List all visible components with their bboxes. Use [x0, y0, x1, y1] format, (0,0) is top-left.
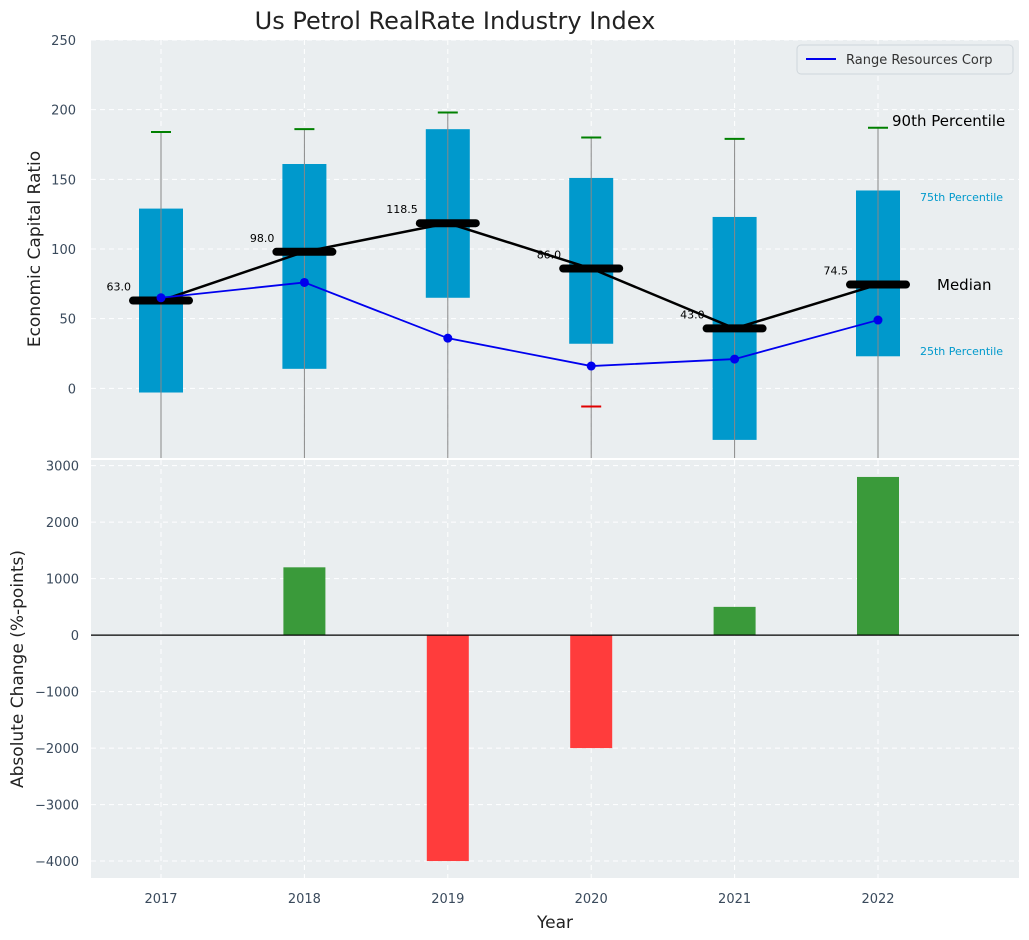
median-label-2019: 118.5 [386, 203, 418, 216]
bottom-y-tick-label: 2000 [46, 516, 79, 531]
bottom-y-tick-label: 1000 [46, 573, 79, 588]
annotation-75th-percentile: 75th Percentile [920, 191, 1003, 204]
bar-2019 [426, 635, 469, 862]
x-tick-label-2019: 2019 [431, 892, 464, 907]
bottom-y-tick-label: 3000 [46, 460, 79, 475]
median-label-2021: 43.0 [680, 308, 705, 321]
series-line-range-resources [160, 281, 879, 367]
median-trend-line [160, 221, 879, 330]
top-y-tick-label: 150 [51, 173, 76, 188]
bottom-y-tick-label: −1000 [35, 686, 79, 701]
top-plot-marks: 63.0 98.0 118.5 86.0 43.0 74.5 [107, 111, 910, 458]
legend-box [796, 44, 1014, 75]
series-point-2018 [299, 277, 309, 287]
median-label-2020: 86.0 [537, 249, 562, 262]
bar-2022 [857, 476, 899, 636]
median-label-2022: 74.5 [824, 265, 849, 278]
top-y-tick-labels: 0 50 100 150 200 250 [51, 34, 76, 397]
bottom-bars [283, 476, 899, 862]
series-point-2020 [586, 361, 596, 371]
x-tick-label-2017: 2017 [144, 892, 177, 907]
bar-2020 [570, 635, 613, 749]
legend: Range Resources Corp [796, 44, 1014, 75]
legend-label-range-resources: Range Resources Corp [846, 53, 993, 68]
bar-2021 [713, 606, 756, 636]
median-label-2018: 98.0 [250, 232, 275, 245]
annotation-25th-percentile: 25th Percentile [920, 345, 1003, 358]
series-point-2021 [730, 354, 740, 364]
x-tick-labels: 2017 2018 2019 2020 2021 2022 [144, 892, 894, 907]
bottom-y-tick-labels: −4000 −3000 −2000 −1000 0 1000 2000 3000 [35, 460, 79, 870]
bottom-y-tick-label: −2000 [35, 742, 79, 757]
x-axis-label: Year [536, 913, 573, 933]
top-y-axis-label: Economic Capital Ratio [25, 151, 45, 347]
annotation-median: Median [937, 276, 992, 294]
chart-title: Us Petrol RealRate Industry Index [255, 7, 656, 35]
annotation-90th-percentile: 90th Percentile [892, 112, 1005, 130]
top-y-tick-label: 100 [51, 243, 76, 258]
bottom-y-tick-label: 0 [71, 629, 79, 644]
x-tick-label-2018: 2018 [288, 892, 321, 907]
bar-2018 [283, 567, 326, 636]
x-tick-label-2022: 2022 [861, 892, 894, 907]
x-tick-label-2021: 2021 [718, 892, 751, 907]
median-label-2017: 63.0 [107, 281, 132, 294]
top-y-tick-label: 50 [59, 313, 76, 328]
top-y-tick-label: 250 [51, 34, 76, 49]
x-tick-label-2020: 2020 [575, 892, 608, 907]
bottom-y-tick-label: −3000 [35, 799, 79, 814]
bottom-y-tick-label: −4000 [35, 855, 79, 870]
series-point-2017 [156, 293, 166, 303]
bottom-y-axis-label: Absolute Change (%-points) [8, 550, 28, 788]
top-y-tick-label: 200 [51, 104, 76, 119]
series-point-2022 [873, 315, 883, 325]
top-y-tick-label: 0 [68, 382, 76, 397]
series-point-2019 [443, 333, 453, 343]
